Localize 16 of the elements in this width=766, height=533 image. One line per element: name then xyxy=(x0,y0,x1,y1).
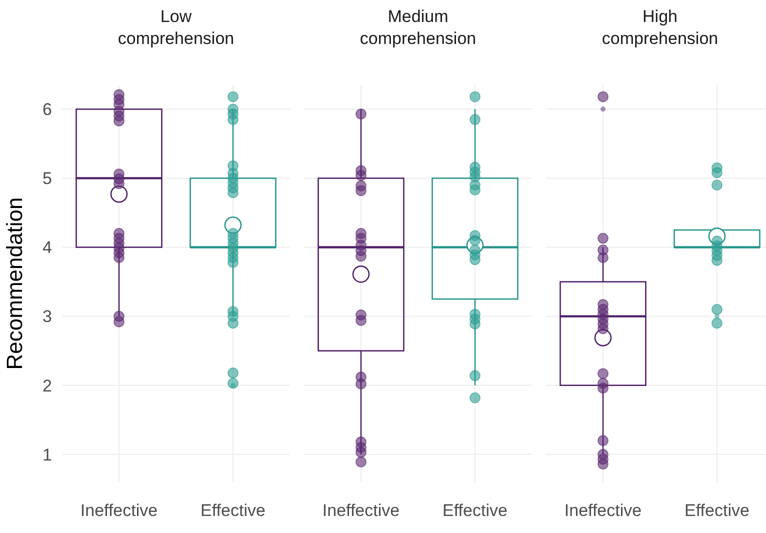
chart-title: Medium comprehension xyxy=(360,7,476,48)
x-tick-label: Ineffective xyxy=(80,501,158,520)
chart-title: High comprehension xyxy=(602,7,718,48)
chart-title: Low comprehension xyxy=(118,7,234,48)
y-tick-label: 3 xyxy=(42,307,52,326)
x-tick-label: Ineffective xyxy=(322,501,400,520)
y-axis-title: Recommendation xyxy=(2,197,27,370)
y-tick-label: 1 xyxy=(42,445,52,464)
x-tick-label: Effective xyxy=(442,501,508,520)
y-tick-label: 6 xyxy=(42,100,52,120)
y-tick-label: 4 xyxy=(42,238,52,258)
x-tick-label: Effective xyxy=(200,501,266,520)
x-tick-label: Effective xyxy=(684,501,750,520)
y-tick-label: 5 xyxy=(42,169,52,188)
y-tick-label: 2 xyxy=(42,376,52,396)
x-tick-label: Ineffective xyxy=(564,501,642,520)
